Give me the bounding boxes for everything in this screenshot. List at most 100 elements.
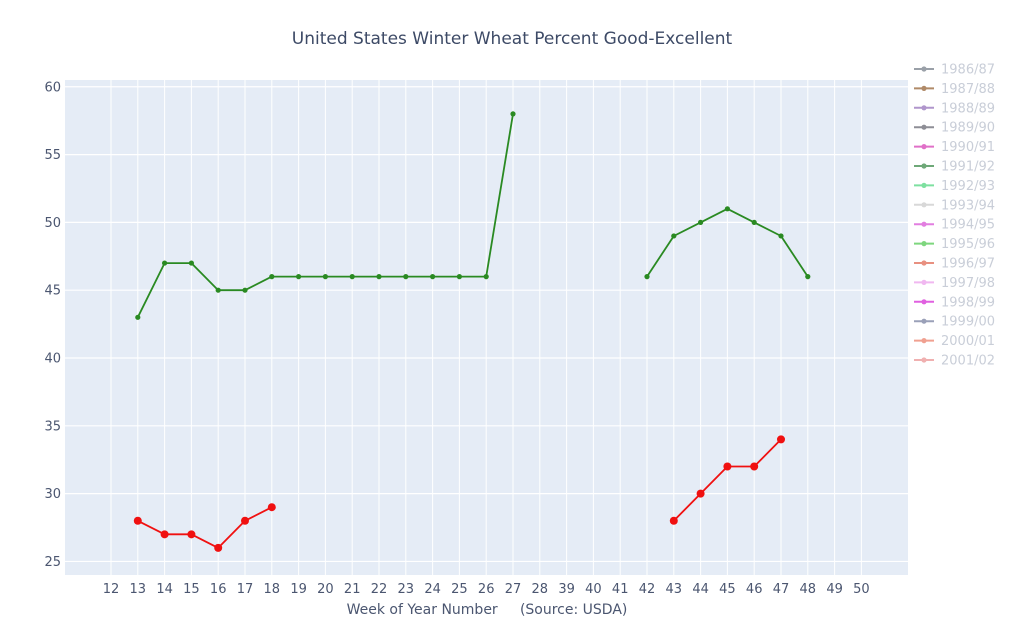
legend-viewport: 1986/87 1987/88 1988/89 1989/90 1990/91 1991/… — [914, 63, 995, 388]
series-point — [187, 530, 196, 539]
series-point — [349, 274, 355, 280]
x-tick-label: 40 — [585, 582, 602, 597]
x-tick-label: 19 — [290, 582, 307, 597]
series-point — [456, 274, 462, 280]
y-tick-label: 30 — [44, 487, 61, 502]
x-tick-label: 24 — [424, 582, 441, 597]
series-point — [430, 274, 436, 280]
legend-label: 1986/87 — [941, 63, 995, 78]
x-tick-label: 42 — [639, 582, 656, 597]
x-tick-label: 48 — [800, 582, 817, 597]
legend-label: 1987/88 — [941, 82, 995, 97]
series-point — [133, 516, 142, 525]
legend-label: 1988/89 — [941, 101, 995, 116]
series-point — [214, 543, 223, 552]
legend-label: 1995/96 — [941, 237, 995, 252]
axes: 12 13 14 15 16 17 18 19 20 21 22 23 24 25 26 27 28 39 40 41… — [44, 80, 869, 597]
x-tick-label: 26 — [478, 582, 495, 597]
x-tick-label: 41 — [612, 582, 629, 597]
legend-label: 1992/93 — [941, 179, 995, 194]
y-tick-label: 55 — [44, 148, 61, 163]
x-tick-label: 46 — [746, 582, 763, 597]
x-tick-label: 39 — [558, 582, 575, 597]
series-point — [403, 274, 409, 280]
y-tick-label: 25 — [44, 555, 61, 570]
x-tick-label: 21 — [344, 582, 361, 597]
x-tick-label: 12 — [103, 582, 120, 597]
series-point — [510, 111, 516, 117]
legend-swatch-marker — [921, 163, 927, 169]
x-tick-label: 16 — [210, 582, 227, 597]
series-point — [778, 233, 784, 239]
legend-label: 1996/97 — [941, 257, 995, 272]
y-tick-label: 35 — [44, 419, 61, 434]
series-point — [215, 287, 221, 293]
x-tick-label: 14 — [156, 582, 173, 597]
legend-swatch-marker — [921, 202, 927, 208]
y-tick-label: 60 — [44, 80, 61, 95]
legend-swatch-marker — [921, 260, 927, 266]
x-tick-label: 28 — [532, 582, 549, 597]
legend-swatch-marker — [921, 124, 927, 130]
legend-label: 2001/02 — [941, 354, 995, 369]
x-axis-title: Week of Year Number (Source: USDA) — [347, 602, 628, 618]
x-tick-label: 18 — [264, 582, 281, 597]
series-point — [723, 462, 732, 471]
series-point — [805, 274, 811, 280]
legend-label: 2000/01 — [941, 334, 995, 349]
series-point — [724, 206, 731, 212]
series-point — [296, 274, 302, 280]
legend-swatch-marker — [921, 279, 927, 285]
legend-swatch-marker — [921, 85, 927, 91]
legend-label: 2002/03 — [941, 373, 995, 388]
legend-label: 1989/90 — [941, 121, 995, 136]
x-tick-label: 22 — [371, 582, 388, 597]
legend-swatch-marker — [921, 144, 927, 150]
legend-swatch-marker — [921, 299, 927, 305]
x-tick-label: 43 — [666, 582, 683, 597]
x-tick-label: 13 — [130, 582, 147, 597]
x-tick-label: 23 — [398, 582, 415, 597]
series-line — [137, 506, 273, 549]
series-point — [267, 503, 276, 512]
legend-label: 1994/95 — [941, 218, 995, 233]
x-tick-label: 49 — [826, 582, 843, 597]
series-point — [269, 274, 275, 280]
series-layer — [133, 111, 811, 552]
x-tick-label: 50 — [853, 582, 870, 597]
legend-swatch-marker — [921, 105, 927, 111]
series-point — [242, 287, 248, 293]
legend-swatch-marker — [921, 182, 927, 188]
x-tick-label: 17 — [237, 582, 254, 597]
series-point — [698, 219, 704, 225]
y-tick-label: 45 — [44, 284, 61, 299]
series-point — [750, 462, 759, 471]
series-point — [162, 260, 168, 266]
gridlines — [65, 80, 908, 575]
x-tick-label: 15 — [183, 582, 200, 597]
legend-swatch-marker — [921, 66, 927, 72]
legend-label: 1990/91 — [941, 140, 995, 155]
legend: 1986/87 1987/88 1988/89 1989/90 1990/91 1991/… — [914, 63, 995, 388]
x-tick-label: 20 — [317, 582, 334, 597]
legend-swatch-marker — [921, 318, 927, 324]
legend-swatch-marker — [921, 221, 927, 227]
chart-title: United States Winter Wheat Percent Good-… — [292, 29, 733, 49]
x-tick-label: 27 — [505, 582, 522, 597]
series-point — [669, 516, 678, 525]
series-point — [188, 260, 194, 266]
series-point — [322, 274, 328, 280]
series-point — [483, 274, 489, 280]
x-tick-label: 47 — [773, 582, 790, 597]
series-point — [751, 219, 757, 225]
legend-label: 1993/94 — [941, 198, 995, 213]
x-tick-label: 44 — [692, 582, 709, 597]
y-tick-label: 50 — [44, 216, 61, 231]
y-tick-label: 40 — [44, 352, 61, 367]
series-point — [376, 274, 382, 280]
legend-swatch-marker — [921, 377, 926, 382]
legend-swatch-marker — [921, 357, 927, 363]
legend-label: 1998/99 — [941, 295, 995, 310]
series-point — [696, 489, 705, 498]
